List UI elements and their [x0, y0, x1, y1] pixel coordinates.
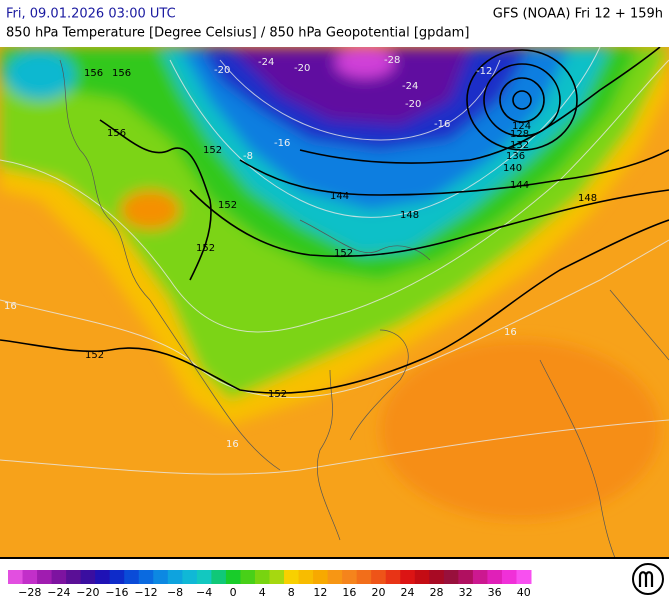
colorbar-swatch: [458, 570, 474, 584]
colorbar-swatch: [138, 570, 154, 584]
colorbar-swatch: [109, 570, 125, 584]
isotherm-label: -8: [243, 151, 253, 162]
colorbar-swatch: [385, 570, 401, 584]
colorbar-swatch: [80, 570, 96, 584]
colorbar-swatch: [371, 570, 387, 584]
contour-label: 144: [510, 180, 529, 191]
colorbar-swatch: [516, 570, 532, 584]
contour-label: 152: [218, 200, 237, 211]
colorbar-label: 28: [430, 586, 444, 599]
colorbar-swatch: [342, 570, 358, 584]
colorbar-swatch: [124, 570, 140, 584]
colorbar-swatch: [313, 570, 329, 584]
contour-label: 156: [112, 68, 131, 79]
colorbar-swatch: [95, 570, 111, 584]
contour-label: 136: [506, 151, 525, 162]
isotherm-label: 16: [4, 301, 17, 312]
colorbar-label: −4: [196, 586, 212, 599]
colorbar-label: 8: [288, 586, 295, 599]
colorbar-swatch: [182, 570, 198, 584]
isotherm-label: -12: [476, 66, 492, 77]
colorbar-swatch: [443, 570, 459, 584]
contour-label: 152: [203, 145, 222, 156]
map: 156 156 156 152 152 152 152 152 152 148 …: [0, 47, 669, 558]
logo: [632, 563, 664, 595]
colorbar-swatch: [167, 570, 183, 584]
contour-label: 140: [503, 163, 522, 174]
colorbar-label: 12: [313, 586, 327, 599]
model-run: GFS (NOAA) Fri 12 + 159h: [493, 7, 663, 22]
isotherm-label: -20: [294, 63, 310, 74]
valid-time: Fri, 09.01.2026 03:00 UTC: [6, 7, 176, 22]
colorbar-swatch: [472, 570, 488, 584]
colorbar-swatch: [429, 570, 445, 584]
geopotential-contours: [0, 47, 669, 394]
colorbar-swatch: [66, 570, 82, 584]
contour-label: 152: [268, 389, 287, 400]
colorbar-label: 32: [459, 586, 473, 599]
colorbar-label: 24: [401, 586, 415, 599]
contour-label: 124: [512, 121, 531, 132]
coastlines: [59, 59, 669, 558]
colorbar-swatch: [400, 570, 416, 584]
contour-label: 148: [400, 210, 419, 221]
contour-labels: 156 156 156 152 152 152 152 152 152 148 …: [4, 55, 597, 450]
colorbar-swatch: [414, 570, 430, 584]
isotherm-label: -20: [405, 99, 421, 110]
colorbar-label: 0: [230, 586, 237, 599]
isotherm-label: 16: [504, 327, 517, 338]
contour-label: 148: [578, 193, 597, 204]
isotherm-label: -16: [434, 119, 450, 130]
colorbar-label: 16: [342, 586, 356, 599]
isotherm-label: 16: [226, 439, 239, 450]
colorbar-swatch: [298, 570, 314, 584]
contour-label: 156: [84, 68, 103, 79]
contour-label: 156: [107, 128, 126, 139]
contour-label: 144: [330, 191, 349, 202]
colorbar-label: 36: [488, 586, 502, 599]
colorbar-swatch: [254, 570, 270, 584]
isotherm-label: -20: [214, 65, 230, 76]
colorbar-label: −24: [47, 586, 70, 599]
contour-label: 128: [510, 129, 529, 140]
colorbar-label: 4: [259, 586, 266, 599]
colorbar-swatch: [8, 570, 24, 584]
colorbar-label: −16: [105, 586, 128, 599]
colorbar-swatch: [22, 570, 38, 584]
colorbar-swatch: [51, 570, 67, 584]
contour-label: 152: [85, 350, 104, 361]
colorbar-swatch: [327, 570, 343, 584]
isotherm-label: -24: [258, 57, 274, 68]
colorbar-swatch: [487, 570, 503, 584]
colorbar-label: −12: [134, 586, 157, 599]
colorbar-swatch: [269, 570, 285, 584]
isotherms: [0, 47, 669, 475]
map-title: 850 hPa Temperature [Degree Celsius] / 8…: [6, 26, 469, 41]
colorbar-swatch: [356, 570, 372, 584]
colorbar-label: 20: [371, 586, 385, 599]
colorbar-swatch: [211, 570, 227, 584]
colorbar-label: −8: [167, 586, 183, 599]
contour-label: 152: [196, 243, 215, 254]
contour-label: 152: [334, 248, 353, 259]
colorbar-label: 40: [517, 586, 531, 599]
colorbar-swatch: [196, 570, 212, 584]
colorbar-swatch: [37, 570, 53, 584]
colorbar: −28 −24 −20 −16 −12 −8 −4 0 4 8 12 16 20 24 28 32 36 40: [8, 570, 532, 599]
colorbar-label: −28: [18, 586, 41, 599]
colorbar-swatch: [240, 570, 256, 584]
isotherm-label: -16: [274, 138, 290, 149]
colorbar-swatch: [284, 570, 300, 584]
isotherm-label: -28: [384, 55, 400, 66]
colorbar-swatch: [153, 570, 169, 584]
colorbar-swatch: [225, 570, 241, 584]
colorbar-swatch: [501, 570, 517, 584]
isotherm-label: -24: [402, 81, 418, 92]
temperature-field: [0, 47, 669, 520]
contour-label: 132: [510, 140, 529, 151]
colorbar-label: −20: [76, 586, 99, 599]
